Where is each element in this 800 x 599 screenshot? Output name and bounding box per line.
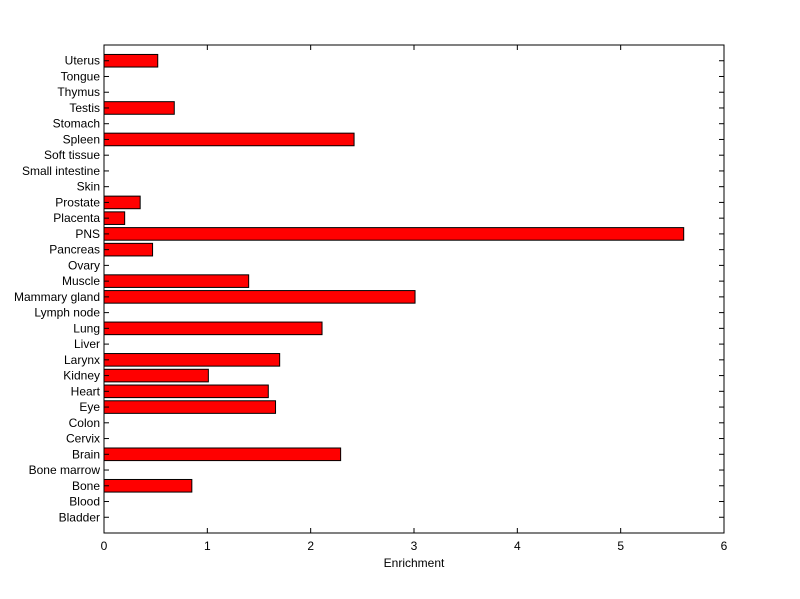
y-tick-label: Kidney [63,369,100,383]
x-tick-label: 4 [514,539,521,553]
x-tick-label: 5 [617,539,624,553]
bar-pns [103,227,685,241]
bar-heart [103,384,269,399]
y-tick-label: Heart [71,384,101,398]
bar-bone [103,478,193,493]
bar-larynx [103,353,281,367]
y-tick-label: Colon [69,416,100,430]
y-tick-label: Thymus [57,85,100,99]
y-tick-label: Blood [69,495,100,509]
y-tick-label: Prostate [55,195,100,209]
y-tick-label: Stomach [53,117,100,131]
y-tick-label: Bone [72,479,100,493]
bar-brain [103,447,342,462]
y-tick-label: Larynx [64,353,100,367]
bar-testis [103,101,175,115]
bars-group [103,53,685,493]
y-tick-label: Uterus [65,54,100,68]
bar-lung [103,321,323,336]
y-tick-label: Bone marrow [29,463,101,477]
y-tick-label: Mammary gland [14,290,100,304]
x-tick-label: 1 [204,539,211,553]
y-tick-label: Testis [69,101,100,115]
x-tick-label: 2 [307,539,314,553]
x-tick-label: 3 [411,539,418,553]
y-tick-label: Pancreas [49,243,100,257]
y-tick-label: Brain [72,447,100,461]
y-tick-label: PNS [75,227,100,241]
bar-eye [103,400,277,414]
bar-spleen [103,132,355,147]
bar-mammary-gland [103,290,416,304]
y-tick-label: Bladder [59,510,100,524]
y-tick-label: Eye [79,400,100,414]
y-tick-label: Cervix [66,432,100,446]
y-tick-label: Lymph node [34,306,100,320]
bar-pancreas [103,242,154,257]
y-tick-label: Liver [74,337,100,351]
x-axis-label: Enrichment [384,556,445,570]
bar-kidney [103,368,209,383]
y-tick-label: Lung [73,321,100,335]
y-tick-label: Skin [77,180,100,194]
y-tick-label: Spleen [63,132,100,146]
x-tick-label: 6 [721,539,728,553]
y-tick-label: Small intestine [22,164,100,178]
bar-prostate [103,195,141,210]
bar-uterus [103,53,159,68]
y-tick-label: Muscle [62,274,100,288]
x-tick-label: 0 [101,539,108,553]
y-tick-label: Ovary [68,258,100,272]
x-axis: 0 1 2 3 4 5 6 [101,45,728,553]
y-tick-label: Tongue [61,69,101,83]
y-tick-label: Soft tissue [44,148,100,162]
y-tick-label: Placenta [53,211,100,225]
bar-muscle [103,274,250,288]
